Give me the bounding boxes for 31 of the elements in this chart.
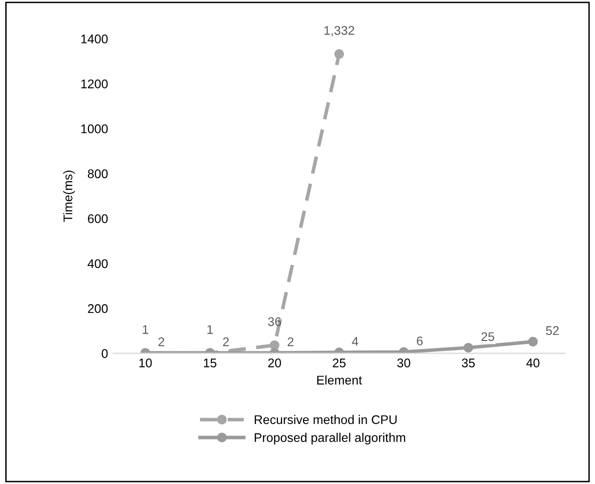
y-tick-label: 800 <box>88 169 108 178</box>
x-tick-label: 30 <box>397 358 410 368</box>
x-tick-label: 20 <box>268 358 282 368</box>
x-tick-label: 10 <box>139 358 152 368</box>
y-tick-label: 1200 <box>81 79 108 88</box>
y-tick-label: 200 <box>88 304 108 314</box>
data-label: 36 <box>268 317 281 326</box>
y-tick-label: 0 <box>102 349 108 358</box>
data-label: 1 <box>142 325 148 334</box>
y-tick-label: 400 <box>88 259 108 268</box>
y-tick-label: 600 <box>88 214 108 224</box>
data-label: 2 <box>158 337 164 346</box>
y-tick-label: 1400 <box>81 34 108 44</box>
x-axis-title: Element <box>317 375 362 385</box>
y-tick-label: 1000 <box>81 124 108 134</box>
data-label: 2 <box>223 337 229 346</box>
legend-label: Recursive method in CPU <box>254 414 397 424</box>
legend-label: Proposed parallel algorithm <box>254 432 406 444</box>
x-tick-label: 40 <box>526 358 540 368</box>
data-label: 6 <box>416 336 423 346</box>
data-label: 4 <box>352 337 358 346</box>
data-label: 1,332 <box>324 26 354 36</box>
data-label: 1 <box>207 325 213 334</box>
y-axis-title: Time(ms) <box>63 170 75 222</box>
x-tick-label: 35 <box>462 358 475 368</box>
x-tick-label: 15 <box>204 358 216 368</box>
data-label: 52 <box>546 326 559 335</box>
data-label: 25 <box>481 332 494 342</box>
x-tick-label: 25 <box>332 358 346 368</box>
point <box>334 49 344 59</box>
data-label: 2 <box>288 337 294 346</box>
